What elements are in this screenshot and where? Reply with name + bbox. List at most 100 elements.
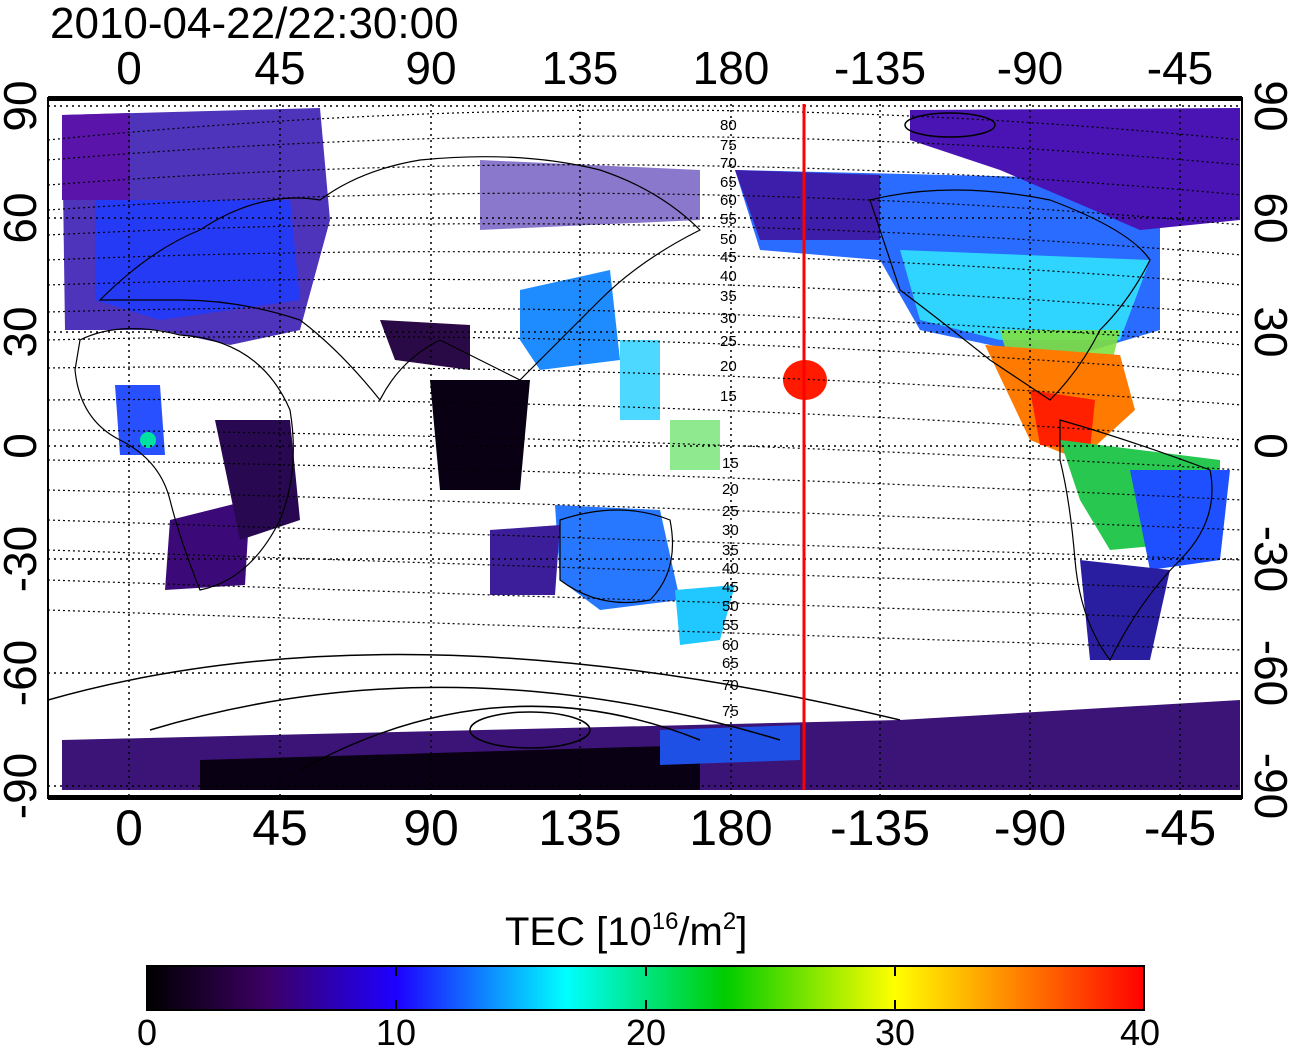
contour-label: 20 xyxy=(720,358,737,375)
contour-label: 45 xyxy=(720,249,737,266)
contour-label: 20 xyxy=(722,481,739,498)
contour-label: 70 xyxy=(722,677,739,694)
y-tick-left: 60 xyxy=(0,192,46,243)
contour-label: 45 xyxy=(722,579,739,596)
tec-region-east-asia xyxy=(520,270,620,370)
contour-label: 25 xyxy=(722,503,739,520)
colorbar-title-exponent: 16 xyxy=(651,908,679,935)
y-tick-right: -60 xyxy=(1245,640,1292,706)
contour-label: 55 xyxy=(722,617,739,634)
y-tick-right: -90 xyxy=(1245,753,1292,819)
x-tick-top: 90 xyxy=(405,42,456,94)
tec-region-antarctica-west xyxy=(660,725,800,765)
tec-region-central-america-red xyxy=(1030,390,1095,450)
contour-label: 35 xyxy=(720,288,737,305)
colorbar-title-unit-exponent: 2 xyxy=(722,908,737,935)
contour-label: 40 xyxy=(720,268,737,285)
x-tick-top: -90 xyxy=(997,42,1063,94)
contour-label: 30 xyxy=(720,310,737,327)
tec-region-pacific-green xyxy=(670,420,720,470)
contour-label: 35 xyxy=(722,542,739,559)
contour-labels: 80 75 70 65 60 55 50 45 40 35 30 25 20 1… xyxy=(720,117,739,720)
contour-label: 15 xyxy=(720,388,737,405)
contour-label: 75 xyxy=(722,703,739,720)
y-tick-left: 30 xyxy=(0,306,46,357)
contour-label: 60 xyxy=(720,192,737,209)
x-tick-top: -45 xyxy=(1147,42,1213,94)
contour-label: 25 xyxy=(720,333,737,350)
y-tick-right: 30 xyxy=(1245,306,1292,357)
frame-bar-bottom xyxy=(48,795,1242,800)
contour-label: 50 xyxy=(722,598,739,615)
tec-region-arctic-purple xyxy=(62,113,130,200)
tec-region-east-asia-north xyxy=(480,160,700,230)
tec-region-pacific-scatter xyxy=(620,340,660,420)
contour-label: 65 xyxy=(720,174,737,191)
map-title: 2010-04-22/22:30:00 xyxy=(50,0,459,48)
contour-label: 30 xyxy=(722,522,739,539)
colorbar-tick-label: 10 xyxy=(375,1012,417,1053)
tec-region-canada xyxy=(910,108,1240,230)
x-tick-bottom: 45 xyxy=(252,800,308,856)
x-tick-bottom: 0 xyxy=(115,800,143,856)
x-tick-bottom: 90 xyxy=(403,800,459,856)
x-tick-top: 45 xyxy=(254,42,305,94)
x-tick-bottom: -135 xyxy=(830,800,930,856)
colorbar-tick-label: 20 xyxy=(625,1012,667,1053)
contour-label: 60 xyxy=(722,637,739,654)
y-axis-right: 90 60 30 0 -30 -60 -90 xyxy=(1245,80,1292,819)
tec-region-australia xyxy=(555,505,680,610)
magnetic-pole-contours xyxy=(48,112,996,771)
y-tick-left: -60 xyxy=(0,640,46,706)
colorbar-title-prefix: TEC [10 xyxy=(505,910,652,954)
tec-region-australia-west xyxy=(490,525,560,595)
colorbar-tick-label: 0 xyxy=(136,1012,158,1053)
contour-label: 70 xyxy=(720,155,737,172)
contour-label: 40 xyxy=(722,560,739,577)
tec-region-south-africa xyxy=(165,500,250,590)
contour-label: 65 xyxy=(722,655,739,672)
tec-region-europe-inner xyxy=(95,200,300,320)
y-tick-left: 0 xyxy=(0,433,46,459)
x-tick-top: 135 xyxy=(542,42,619,94)
contour-label: 15 xyxy=(722,455,739,472)
map-gridlines xyxy=(48,98,1242,798)
x-tick-bottom: -90 xyxy=(994,800,1066,856)
tec-region-west-africa xyxy=(115,385,165,455)
colorbar-title: TEC [1016/m2] xyxy=(505,908,747,955)
tec-region-indian-ocean xyxy=(430,380,530,490)
contour-label: 75 xyxy=(720,137,737,154)
colorbar-tick-label: 30 xyxy=(874,1012,916,1053)
x-tick-top: 180 xyxy=(693,42,770,94)
y-tick-right: 60 xyxy=(1245,192,1292,243)
x-tick-top: -135 xyxy=(834,42,926,94)
y-tick-left: 90 xyxy=(0,80,46,131)
colorbar-tick-label: 40 xyxy=(1119,1012,1161,1053)
x-tick-bottom: -45 xyxy=(1144,800,1216,856)
y-tick-right: 0 xyxy=(1245,433,1292,459)
contour-label: 55 xyxy=(720,211,737,228)
coastlines xyxy=(74,156,1213,662)
tec-region-east-africa xyxy=(215,420,300,540)
tec-region-new-zealand xyxy=(675,585,735,645)
y-tick-right: -30 xyxy=(1245,526,1292,592)
magnetic-contours xyxy=(48,109,1242,651)
x-axis-bottom: 0 45 90 135 180 -135 -90 -45 xyxy=(115,800,1216,856)
x-tick-bottom: 135 xyxy=(538,800,621,856)
colorbar-title-suffix: ] xyxy=(736,910,748,954)
frame-bar-top xyxy=(48,96,1242,101)
y-tick-right: 90 xyxy=(1245,80,1292,131)
contour-label: 50 xyxy=(720,231,737,248)
y-tick-left: -30 xyxy=(0,526,46,592)
y-axis-left: 90 60 30 0 -30 -60 -90 xyxy=(0,80,46,819)
x-tick-bottom: 180 xyxy=(689,800,772,856)
tec-region-west-africa-hot xyxy=(140,432,156,448)
tec-region-alaska xyxy=(735,170,880,240)
colorbar-title-unit: /m xyxy=(678,910,723,954)
x-tick-top: 0 xyxy=(116,42,142,94)
colorbar-ticks xyxy=(395,966,896,1010)
tec-region-north-america-south xyxy=(900,250,1150,340)
x-axis-top: 0 45 90 135 180 -135 -90 -45 xyxy=(116,42,1213,94)
contour-label: 80 xyxy=(720,117,737,134)
